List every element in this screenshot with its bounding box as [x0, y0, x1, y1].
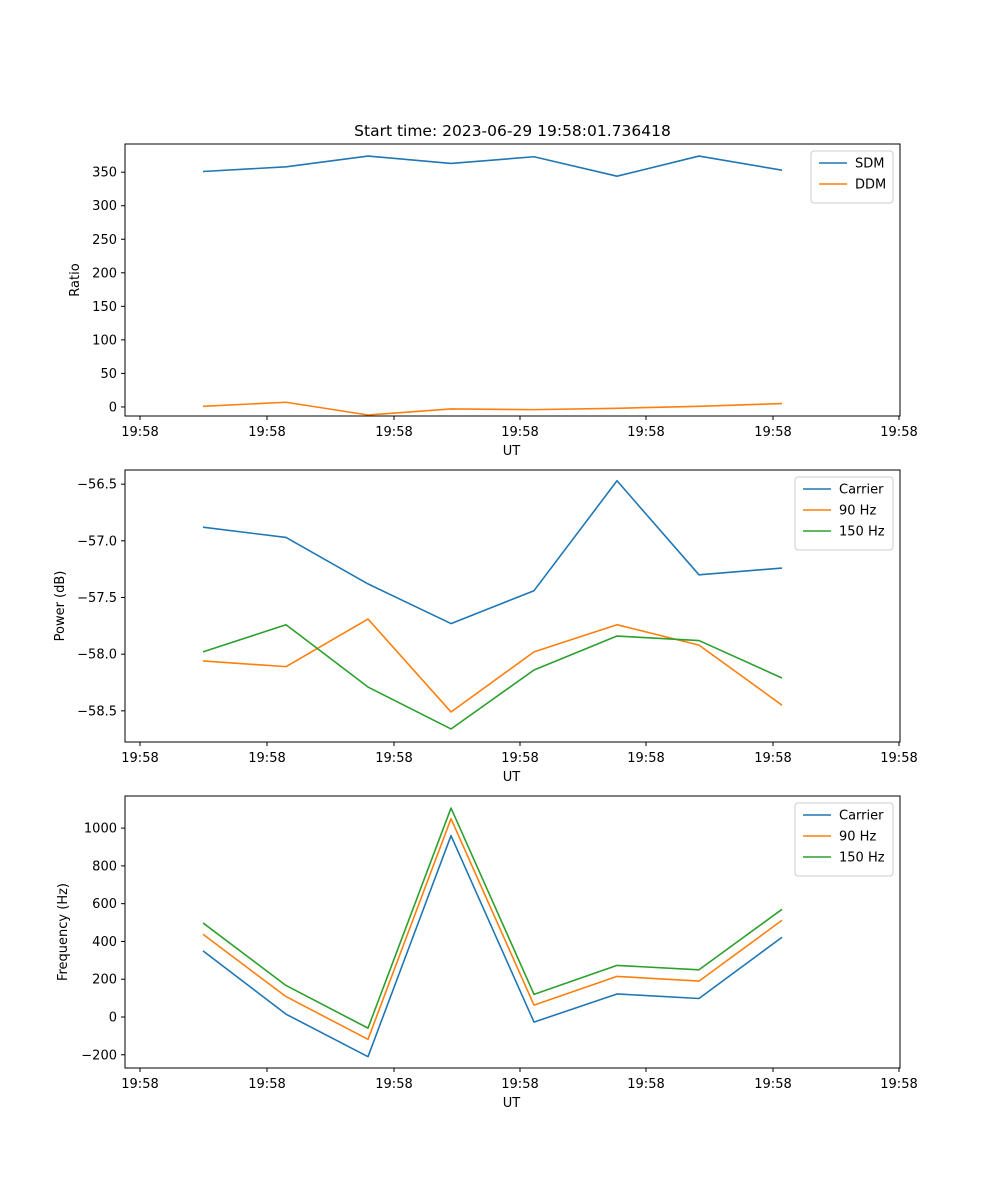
y-tick-label: 300: [92, 199, 117, 214]
legend-box: [810, 150, 894, 204]
series-line-2-2: [202, 618, 783, 713]
y-tick-label: 50: [100, 367, 117, 382]
y-tick-label: 0: [109, 1011, 117, 1026]
x-tick-label: 19:58: [627, 751, 664, 766]
x-tick-label: 19:58: [501, 751, 538, 766]
x-tick-label: 19:58: [375, 751, 412, 766]
x-tick-label: 19:58: [754, 751, 791, 766]
y-tick-label: 200: [92, 266, 117, 281]
x-tick-label: 19:58: [627, 425, 664, 440]
x-tick-label: 19:58: [248, 425, 285, 440]
x-tick-label: 19:58: [121, 751, 158, 766]
legend-label: SDM: [855, 157, 884, 172]
series-line-2-3: [202, 623, 783, 730]
y-tick-label: 350: [92, 166, 117, 181]
x-tick-label: 19:58: [375, 425, 412, 440]
subplot-3: 19:58 19:58 19:58 19:58 19:58 19:58 19:58 −200 0…: [56, 795, 918, 1111]
subplot-2: 19:58 19:58 19:58 19:58 19:58 19:58 19:58 −58.5…: [53, 469, 918, 785]
legend: Carrier 90 Hz 150 Hz: [794, 476, 894, 551]
y-tick-label: 100: [92, 333, 117, 348]
y-tick-label: 0: [109, 400, 117, 415]
x-tick-label: 19:58: [754, 1077, 791, 1092]
y-axis-label: Frequency (Hz): [56, 883, 71, 981]
panels-group: 19:58 19:58 19:58 19:58 19:58 19:58 19:58 0 50 10…: [53, 143, 918, 1111]
y-tick-label: −200: [81, 1048, 117, 1063]
y-axis-label: Power (dB): [53, 571, 68, 642]
y-tick-label: 400: [92, 935, 117, 950]
y-axis-label: Ratio: [68, 263, 83, 296]
legend-label: 90 Hz: [839, 830, 876, 845]
x-tick-label: 19:58: [880, 425, 917, 440]
y-tick-label: 250: [92, 233, 117, 248]
series-line-3-1: [202, 834, 783, 1058]
y-tick-label: −57.0: [77, 534, 117, 549]
y-tick-label: −58.0: [77, 648, 117, 663]
x-tick-label: 19:58: [880, 751, 917, 766]
y-tick-label: 200: [92, 973, 117, 988]
y-tick-label: 1000: [84, 822, 117, 837]
legend-label: 150 Hz: [839, 851, 885, 866]
subplot-1: 19:58 19:58 19:58 19:58 19:58 19:58 19:58 0 50 10…: [68, 143, 918, 459]
x-tick-label: 19:58: [375, 1077, 412, 1092]
x-axis-label: UT: [503, 1096, 521, 1111]
x-axis-label: UT: [503, 770, 521, 785]
y-tick-label: 800: [92, 859, 117, 874]
legend-label: 150 Hz: [839, 525, 885, 540]
y-tick-label: −58.5: [77, 704, 117, 719]
series-line-3-2: [202, 817, 783, 1041]
legend-label: Carrier: [839, 809, 884, 824]
series-line-3-3: [202, 807, 783, 1029]
y-tick-label: −57.5: [77, 591, 117, 606]
x-tick-label: 19:58: [501, 425, 538, 440]
y-tick-label: 600: [92, 897, 117, 912]
x-tick-label: 19:58: [121, 425, 158, 440]
legend-label: Carrier: [839, 483, 884, 498]
x-tick-label: 19:58: [121, 1077, 158, 1092]
x-tick-label: 19:58: [627, 1077, 664, 1092]
x-tick-label: 19:58: [248, 1077, 285, 1092]
axes-frame: [124, 795, 901, 1069]
x-tick-label: 19:58: [501, 1077, 538, 1092]
series-line-2-1: [202, 479, 783, 625]
legend-label: 90 Hz: [839, 504, 876, 519]
series-line-1-2: [202, 401, 783, 416]
chart-title: Start time: 2023-06-29 19:58:01.736418: [354, 122, 671, 140]
series-line-1-1: [202, 155, 783, 177]
axes-frame: [124, 143, 901, 417]
axes-frame: [124, 469, 901, 743]
x-tick-label: 19:58: [248, 751, 285, 766]
legend: SDM DDM: [810, 150, 894, 204]
x-axis-label: UT: [503, 444, 521, 459]
y-tick-label: 150: [92, 300, 117, 315]
legend-label: DDM: [855, 178, 886, 193]
legend: Carrier 90 Hz 150 Hz: [794, 802, 894, 877]
x-tick-label: 19:58: [880, 1077, 917, 1092]
y-tick-label: −56.5: [77, 478, 117, 493]
x-tick-label: 19:58: [754, 425, 791, 440]
